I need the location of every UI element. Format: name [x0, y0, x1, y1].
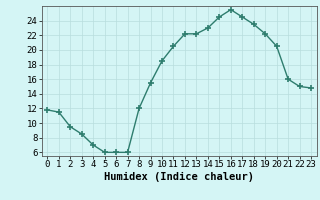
X-axis label: Humidex (Indice chaleur): Humidex (Indice chaleur): [104, 172, 254, 182]
